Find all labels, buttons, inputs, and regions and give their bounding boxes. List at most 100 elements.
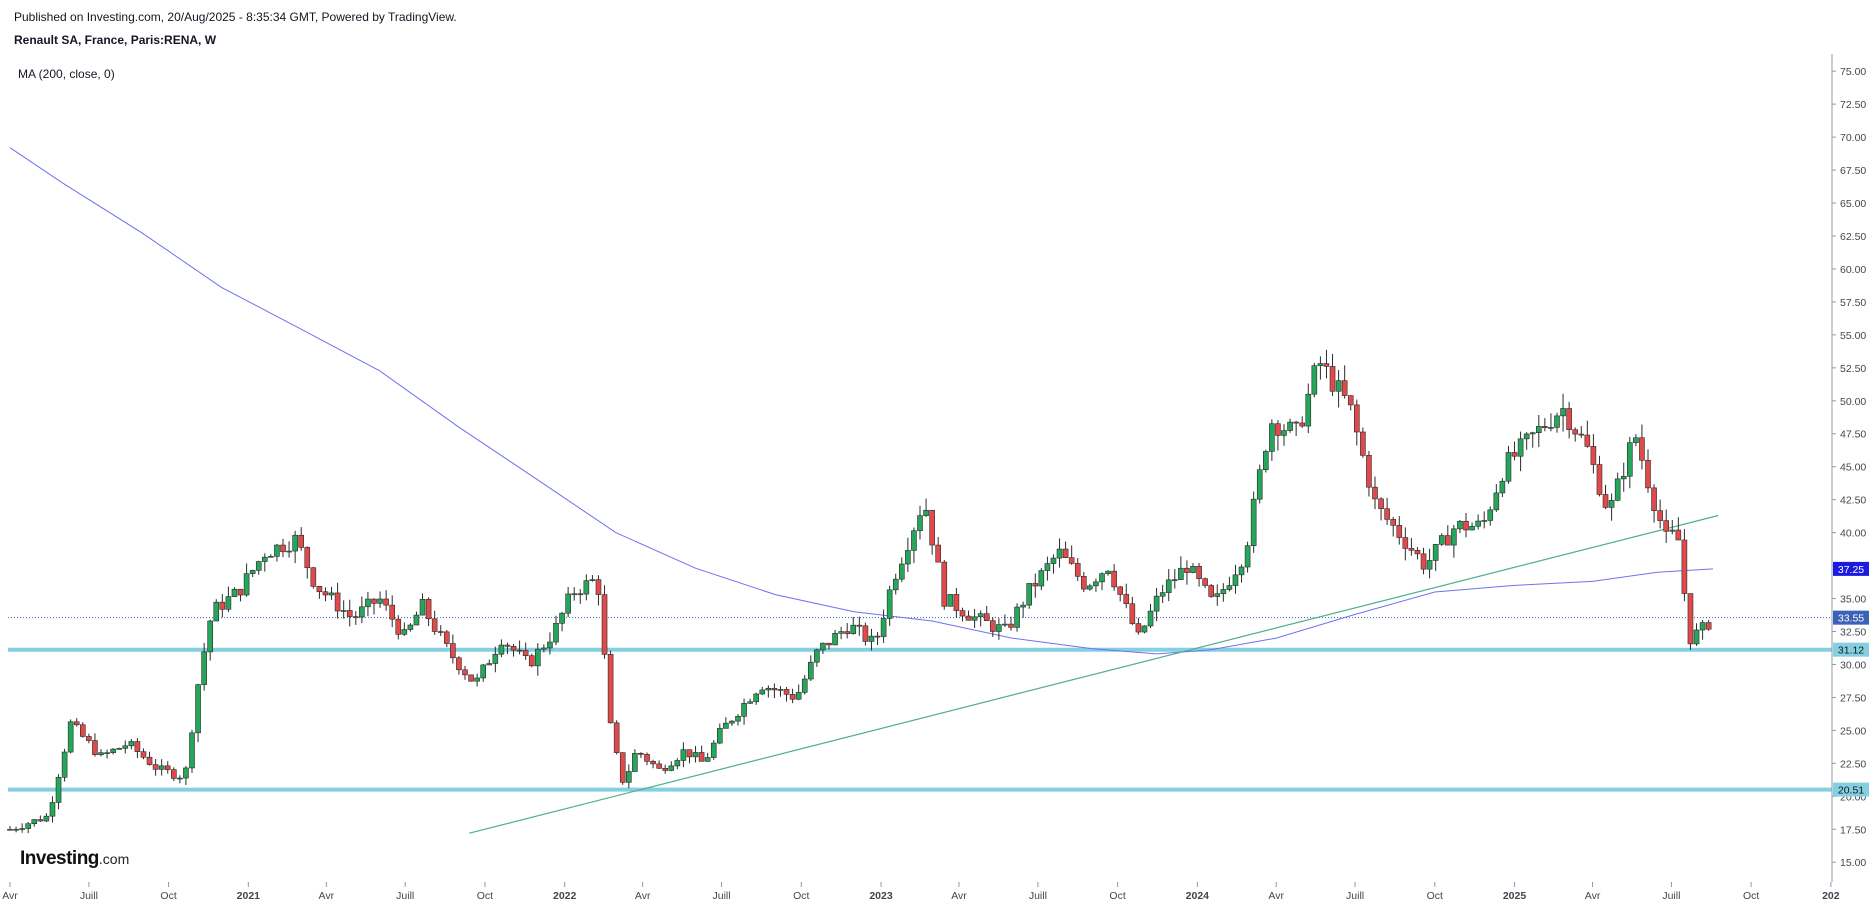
candle-body bbox=[1038, 570, 1045, 587]
candle-body bbox=[1214, 593, 1221, 597]
candle-body bbox=[1675, 529, 1682, 541]
logo-suffix: .com bbox=[98, 851, 130, 867]
candle-body bbox=[1329, 366, 1336, 392]
candle-body bbox=[1493, 492, 1500, 511]
candle-body bbox=[328, 592, 335, 596]
level-badge-label: 20.51 bbox=[1838, 785, 1864, 797]
candle-body bbox=[1620, 475, 1627, 480]
candle-body bbox=[140, 751, 147, 758]
y-tick-label: 42.50 bbox=[1840, 495, 1866, 507]
candle-body bbox=[37, 819, 44, 822]
candle-body bbox=[601, 594, 608, 655]
candle-body bbox=[1608, 500, 1615, 508]
x-tick-label: Juill bbox=[1029, 890, 1047, 902]
candle-body bbox=[753, 693, 760, 703]
candle-body bbox=[237, 588, 244, 596]
candle-body bbox=[765, 687, 772, 691]
candle-body bbox=[892, 578, 899, 591]
candle-body bbox=[1093, 581, 1099, 587]
indicator-label[interactable]: MA (200, close, 0) bbox=[18, 67, 115, 81]
candle-body bbox=[1505, 452, 1512, 482]
candle-body bbox=[437, 631, 444, 633]
x-tick-label: Juill bbox=[1662, 890, 1680, 902]
candle-body bbox=[146, 756, 153, 765]
candle-body bbox=[1578, 433, 1585, 436]
candle-body bbox=[1087, 585, 1093, 590]
candle-body bbox=[777, 689, 784, 691]
candle-body bbox=[1074, 563, 1081, 577]
candle-body bbox=[1341, 380, 1348, 396]
candle-body bbox=[1081, 576, 1087, 590]
candle-body bbox=[1147, 610, 1154, 627]
candle-body bbox=[953, 594, 960, 611]
x-tick-label: Juill bbox=[80, 890, 98, 902]
candle-body bbox=[698, 752, 705, 762]
candle-body bbox=[1032, 583, 1039, 587]
x-tick-label: 202 bbox=[1822, 890, 1840, 902]
candle-body bbox=[917, 515, 923, 532]
candle-body bbox=[219, 601, 226, 610]
candle-body bbox=[1511, 452, 1518, 457]
level-badge-label: 31.12 bbox=[1838, 645, 1864, 657]
candle-body bbox=[1068, 557, 1075, 564]
candle-body bbox=[1536, 426, 1542, 433]
candle-body bbox=[359, 606, 365, 618]
candle-body bbox=[1172, 579, 1178, 581]
candle-body bbox=[152, 764, 159, 770]
candle-body bbox=[965, 615, 972, 621]
candle-body bbox=[516, 649, 523, 652]
candle-body bbox=[431, 618, 438, 632]
candle-body bbox=[425, 599, 432, 620]
x-tick-label: Oct bbox=[1109, 890, 1125, 902]
candle-body bbox=[759, 689, 766, 695]
candle-body bbox=[1129, 603, 1136, 624]
candle-body bbox=[134, 741, 141, 752]
x-axis: Avr Juill Oct 2021 Avr Juill Oct 2022 Avr Juill Oc… bbox=[2, 882, 1840, 902]
candle-body bbox=[935, 544, 942, 563]
candle-body bbox=[638, 753, 644, 755]
candle-body bbox=[1250, 498, 1257, 546]
candle-body bbox=[92, 740, 98, 756]
candle-body bbox=[1014, 606, 1020, 628]
candle-body bbox=[710, 742, 717, 758]
candle-body bbox=[1323, 363, 1330, 367]
x-tick-label: 2023 bbox=[869, 890, 893, 902]
candle-body bbox=[316, 586, 323, 593]
ma-price-badge-label: 37.25 bbox=[1838, 564, 1864, 576]
candle-body bbox=[1184, 567, 1190, 573]
candle-body bbox=[25, 823, 32, 829]
candle-body bbox=[941, 561, 948, 607]
candle-body bbox=[73, 721, 80, 726]
candle-body bbox=[1123, 594, 1130, 605]
candle-body bbox=[1645, 459, 1651, 489]
candle-body bbox=[1469, 525, 1475, 531]
candle-body bbox=[261, 556, 268, 562]
candle-body bbox=[1669, 529, 1676, 532]
candle-body bbox=[735, 716, 741, 722]
y-axis: 75.00 72.50 70.00 67.50 65.00 62.50 60.00 57.50… bbox=[1831, 54, 1866, 882]
candle-body bbox=[1560, 408, 1566, 417]
candle-body bbox=[1542, 426, 1548, 429]
candle-body bbox=[1548, 427, 1554, 429]
candle-body bbox=[1451, 528, 1457, 546]
candle-body bbox=[1681, 539, 1688, 594]
candle-body bbox=[723, 722, 729, 729]
candle-body bbox=[340, 610, 347, 612]
candle-body bbox=[850, 624, 857, 635]
candle-body bbox=[1414, 549, 1421, 555]
candle-body bbox=[662, 768, 669, 771]
x-tick-label: Juill bbox=[712, 890, 730, 902]
candle-body bbox=[201, 651, 207, 685]
y-tick-label: 30.00 bbox=[1840, 659, 1866, 671]
candle-body bbox=[419, 599, 426, 616]
candle-body bbox=[49, 802, 56, 817]
candle-body bbox=[1420, 553, 1427, 570]
candle-body bbox=[607, 653, 614, 724]
candle-body bbox=[13, 828, 19, 831]
candle-body bbox=[67, 721, 74, 753]
candle-body bbox=[1475, 520, 1481, 527]
y-tick-label: 17.50 bbox=[1840, 824, 1866, 836]
x-tick-label: Oct bbox=[793, 890, 809, 902]
candle-body bbox=[565, 593, 571, 614]
